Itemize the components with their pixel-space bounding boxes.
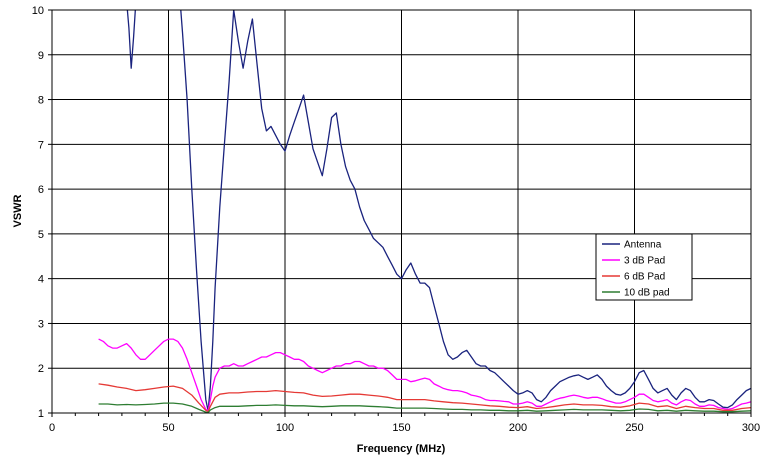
y-tick-label: 5: [38, 229, 44, 241]
legend-box: [595, 233, 693, 301]
legend-label: 6 dB Pad: [624, 272, 665, 283]
legend-label: 10 dB pad: [624, 288, 670, 299]
series-line-10-db-pad: [98, 402, 751, 413]
x-tick-label: 50: [162, 422, 174, 434]
y-tick-label: 7: [38, 139, 44, 151]
y-tick-label: 8: [38, 95, 44, 107]
legend-label: Antenna: [624, 240, 662, 251]
series-lines: [98, 10, 751, 413]
series-line-antenna: [126, 10, 751, 412]
x-tick-label: 250: [625, 422, 643, 434]
y-tick-label: 2: [38, 363, 44, 375]
series-line-3-db-pad: [98, 338, 751, 412]
x-tick-label: 100: [276, 422, 294, 434]
x-tick-label: 0: [49, 422, 55, 434]
x-tick-label: 150: [392, 422, 410, 434]
series-line-6-db-pad: [98, 383, 751, 413]
x-tick-label: 200: [509, 422, 527, 434]
y-tick-label: 3: [38, 318, 44, 330]
x-tick-label: 300: [742, 422, 760, 434]
y-tick-label: 9: [38, 50, 44, 62]
y-tick-label: 6: [38, 184, 44, 196]
legend: Antenna 3 dB Pad 6 dB Pad 10 dB pad: [595, 233, 693, 301]
y-tick-label: 10: [32, 5, 44, 17]
y-axis-title: VSWR: [12, 194, 24, 227]
y-tick-label: 4: [38, 274, 44, 286]
legend-label: 3 dB Pad: [624, 256, 665, 267]
x-axis-title: Frequency (MHz): [357, 443, 446, 455]
y-tick-label: 1: [38, 408, 44, 420]
